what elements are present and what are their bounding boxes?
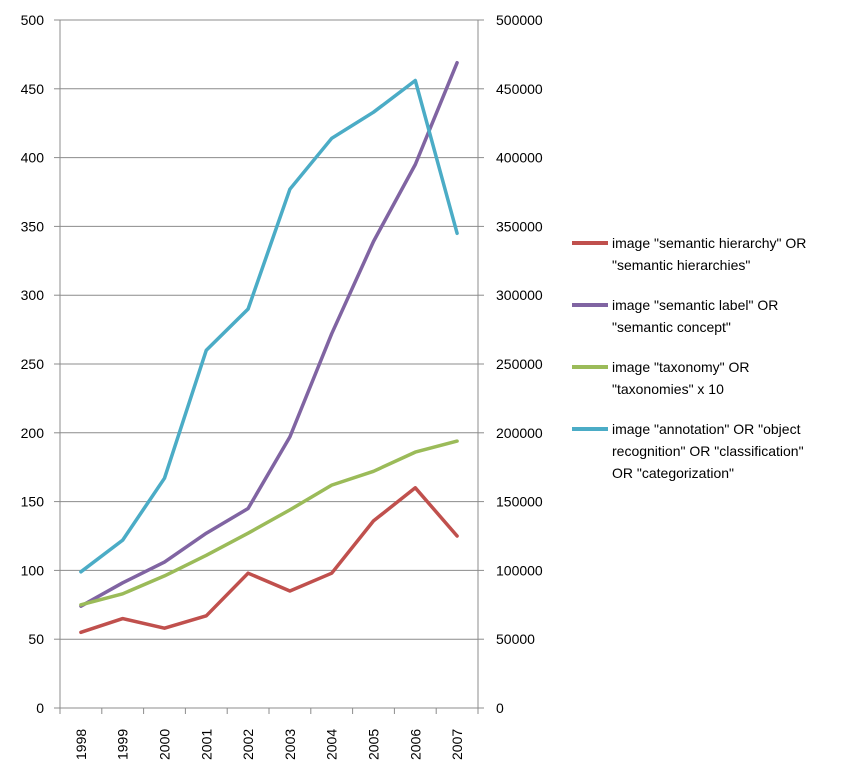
right-tick-label: 500000 (496, 12, 543, 28)
left-tick-label: 50 (28, 631, 44, 647)
legend-item-taxonomy: image "taxonomy" OR "taxonomies" x 10 (572, 356, 862, 400)
series-line (79, 439, 459, 607)
legend-label: image "semantic label" OR "semantic conc… (612, 297, 779, 335)
x-tick-label: 1998 (73, 729, 89, 760)
x-tick-label: 2007 (449, 729, 465, 760)
x-tick-label: 2005 (366, 729, 382, 760)
x-tick-label: 2002 (240, 729, 256, 760)
legend-swatch-green (572, 365, 608, 369)
legend-swatch-red (572, 241, 608, 245)
x-tick-label: 1999 (115, 729, 131, 760)
legend-swatch-purple (572, 303, 608, 307)
left-tick-label: 300 (21, 287, 45, 303)
axes (54, 19, 484, 714)
legend-label: image "taxonomy" OR "taxonomies" x 10 (612, 359, 750, 397)
x-tick-label: 2001 (198, 729, 214, 760)
right-tick-label: 250000 (496, 356, 543, 372)
right-axis-ticks: 0 50000 100000 150000 200000 250000 300000 3500… (496, 12, 543, 716)
left-tick-label: 150 (21, 494, 45, 510)
right-tick-label: 200000 (496, 425, 543, 441)
legend-label: image "semantic hierarchy" OR "semantic … (612, 235, 807, 273)
legend: image "semantic hierarchy" OR "semantic … (572, 232, 862, 502)
x-tick-label: 2006 (407, 729, 423, 760)
right-tick-label: 100000 (496, 562, 543, 578)
left-tick-label: 250 (21, 356, 45, 372)
right-tick-label: 300000 (496, 287, 543, 303)
series-line (79, 60, 459, 608)
series-lines (79, 60, 459, 635)
left-tick-label: 350 (21, 218, 45, 234)
right-tick-label: 400000 (496, 150, 543, 166)
legend-item-annotation: image "annotation" OR "object recognitio… (572, 418, 862, 484)
left-tick-label: 100 (21, 562, 45, 578)
right-tick-label: 50000 (496, 631, 535, 647)
series-line (79, 78, 459, 574)
left-tick-label: 0 (36, 700, 44, 716)
right-tick-label: 350000 (496, 218, 543, 234)
left-tick-label: 450 (21, 81, 45, 97)
x-axis-ticks: 1998 1999 2000 2001 2002 2003 2004 2005 2006 2007 (73, 729, 465, 760)
left-tick-label: 500 (21, 12, 45, 28)
x-tick-label: 2004 (324, 729, 340, 760)
gridlines (60, 19, 478, 640)
right-tick-label: 0 (496, 700, 504, 716)
x-tick-label: 2000 (157, 729, 173, 760)
x-tick-label: 2003 (282, 729, 298, 760)
right-tick-label: 150000 (496, 494, 543, 510)
series-line (79, 486, 459, 635)
left-axis-ticks: 0 50 100 150 200 250 300 350 400 450 500 (21, 12, 45, 716)
legend-label: image "annotation" OR "object recognitio… (612, 421, 804, 481)
left-tick-label: 400 (21, 150, 45, 166)
legend-swatch-blue (572, 427, 608, 431)
right-tick-label: 450000 (496, 81, 543, 97)
legend-item-semantic-hierarchy: image "semantic hierarchy" OR "semantic … (572, 232, 862, 276)
left-tick-label: 200 (21, 425, 45, 441)
legend-item-semantic-label: image "semantic label" OR "semantic conc… (572, 294, 862, 338)
